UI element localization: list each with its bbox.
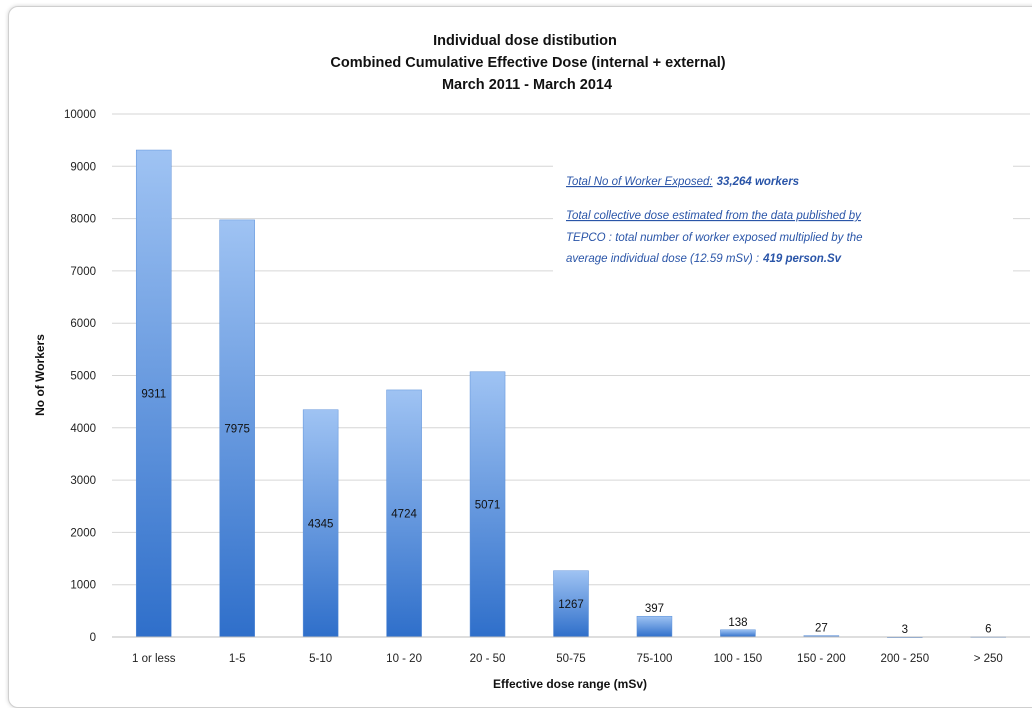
- chart-subtitle-2: March 2011 - March 2014: [442, 77, 612, 93]
- bar-value-label: 397: [645, 603, 664, 615]
- x-tick-label: > 250: [974, 653, 1003, 665]
- bar-value-label: 4724: [391, 508, 417, 520]
- y-tick-label: 3000: [70, 475, 96, 487]
- annotation-line-1: Total No of Worker Exposed: 33,264 worker…: [566, 176, 799, 188]
- y-tick-label: 9000: [70, 161, 96, 173]
- chart-title: Individual dose distibution: [433, 33, 617, 49]
- y-tick-label: 4000: [70, 423, 96, 435]
- y-tick-label: 2000: [70, 527, 96, 539]
- bar-value-label: 27: [815, 623, 828, 635]
- x-tick-label: 75-100: [637, 653, 673, 665]
- x-tick-label: 1 or less: [132, 653, 176, 665]
- annotation-line4-text: average individual dose (12.59 mSv) :: [566, 253, 759, 265]
- y-tick-label: 8000: [70, 214, 96, 226]
- bar-value-label: 9311: [141, 389, 166, 401]
- bar-value-label: 138: [728, 617, 747, 629]
- annotation-line-4: average individual dose (12.59 mSv) :419…: [566, 253, 842, 265]
- x-axis-ticks: 1 or less 1-5 5-10 10 - 20 20 - 50 50-75 75-10…: [132, 653, 1003, 665]
- y-axis-label: No of Workers: [33, 334, 47, 416]
- y-tick-label: 6000: [70, 318, 96, 330]
- annotation-box: [553, 160, 1013, 278]
- y-tick-label: 10000: [64, 109, 96, 121]
- bar: [135, 149, 172, 638]
- bar-value-label: 6: [985, 624, 991, 636]
- x-tick-label: 100 - 150: [714, 653, 763, 665]
- y-tick-label: 5000: [70, 371, 96, 383]
- x-tick-label: 150 - 200: [797, 653, 846, 665]
- bar-value-label: 1267: [558, 599, 584, 611]
- x-tick-label: 5-10: [309, 653, 332, 665]
- bar: [469, 371, 506, 638]
- bar: [553, 570, 589, 638]
- bar: [386, 389, 422, 638]
- x-axis-label: Effective dose range (mSv): [493, 677, 647, 691]
- x-tick-label: 50-75: [556, 653, 585, 665]
- bar: [720, 629, 756, 638]
- x-tick-label: 10 - 20: [386, 653, 422, 665]
- annotation-line4-value: 419 person.Sv: [762, 253, 842, 265]
- bars: 9311 7975 4345 4724 5071 1267 397 138 27 3 6: [135, 149, 1007, 638]
- bar-value-label: 7975: [224, 423, 250, 435]
- annotation: Total No of Worker Exposed: 33,264 worker…: [566, 176, 863, 265]
- y-tick-label: 7000: [70, 266, 96, 278]
- y-tick-label: 0: [90, 632, 96, 644]
- annotation-line1-value: 33,264 workers: [717, 176, 799, 188]
- chart-subtitle-1: Combined Cumulative Effective Dose (inte…: [330, 55, 725, 71]
- bar-value-label: 5071: [475, 499, 501, 511]
- annotation-line-2: Total collective dose estimated from the…: [566, 210, 862, 222]
- x-tick-label: 1-5: [229, 653, 246, 665]
- annotation-line1-label: Total No of Worker Exposed:: [566, 176, 713, 188]
- x-tick-label: 20 - 50: [470, 653, 506, 665]
- bar: [636, 615, 673, 638]
- bar-value-label: 3: [902, 624, 908, 636]
- bar-value-label: 4345: [308, 518, 334, 530]
- y-tick-label: 1000: [70, 580, 96, 592]
- annotation-line-3: TEPCO : total number of worker exposed m…: [566, 232, 863, 244]
- y-axis-ticks: 0 1000 2000 3000 4000 5000 6000 7000 8000 9000 100…: [64, 109, 96, 644]
- bar: [219, 219, 255, 638]
- x-tick-label: 200 - 250: [881, 653, 930, 665]
- chart-frame: [8, 6, 1032, 708]
